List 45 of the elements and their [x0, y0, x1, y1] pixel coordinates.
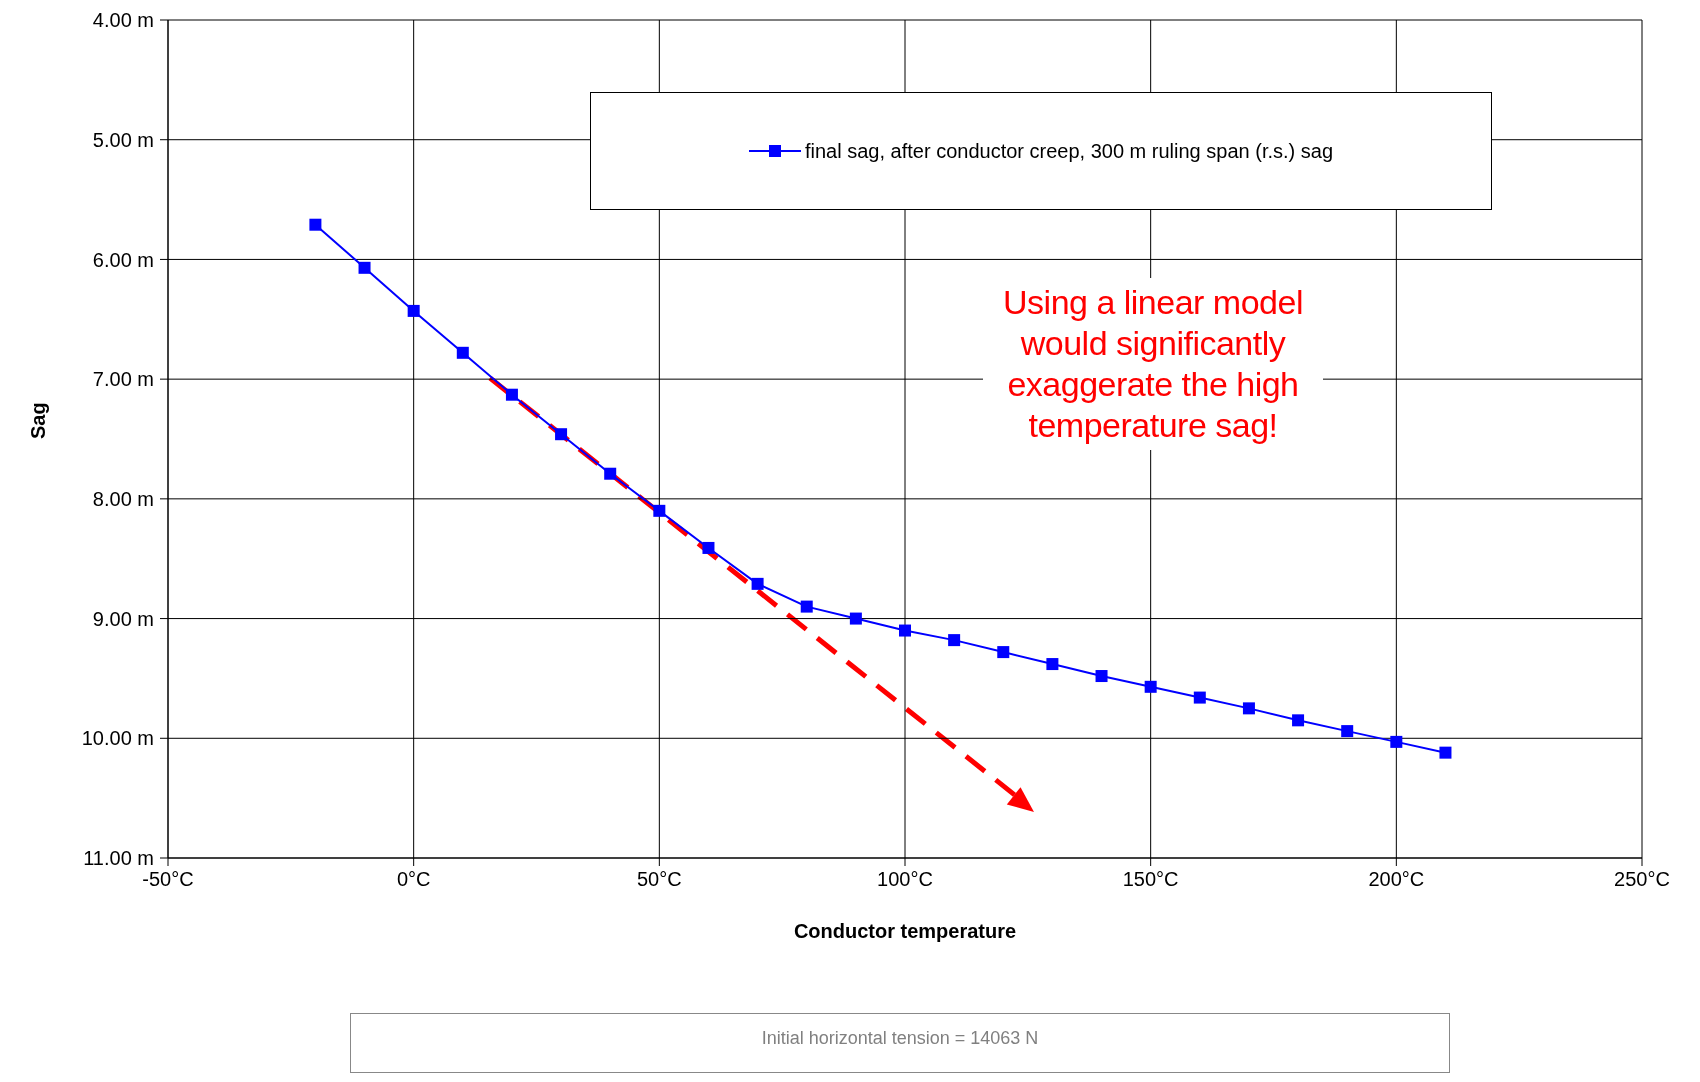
point [456, 346, 469, 359]
point [505, 388, 518, 401]
point [358, 261, 371, 274]
point [309, 218, 322, 231]
x-tick-label: -50°C [142, 868, 194, 891]
point [702, 541, 715, 554]
point [849, 612, 862, 625]
y-axis-title: Sag [27, 402, 50, 439]
point [604, 467, 617, 480]
point [1439, 746, 1452, 759]
point [1292, 714, 1305, 727]
y-tick-label: 8.00 m [92, 487, 154, 510]
x-tick-label: 100°C [877, 868, 933, 891]
y-tick-label: 5.00 m [92, 128, 154, 151]
point [407, 304, 420, 317]
y-tick-label: 6.00 m [92, 248, 154, 271]
x-tick-label: 250°C [1614, 868, 1670, 891]
point [800, 600, 813, 613]
y-tick-label: 10.00 m [81, 727, 154, 750]
x-axis-title: Conductor temperature [793, 920, 1017, 942]
point [1193, 691, 1206, 704]
annotation: Using a linear model would significantly exaggerate the high temperature sag! [983, 278, 1323, 450]
point [1390, 735, 1403, 748]
x-tick-label: 200°C [1368, 868, 1425, 891]
point [751, 577, 764, 590]
point [653, 504, 666, 517]
x-tick-label: 0°C [396, 868, 431, 891]
point [1341, 725, 1354, 738]
y-tick-label: 4.00 m [92, 9, 154, 32]
x-tick-label: 50°C [636, 868, 682, 891]
legend-box: final sag, after conductor creep, 300 m ruling span (r.s.) sag [590, 92, 1492, 210]
point [1046, 658, 1059, 671]
point [899, 624, 911, 637]
point [1095, 670, 1108, 683]
point [948, 634, 961, 647]
y-tick-label: 11.00 m [83, 847, 154, 870]
y-tick-label: 9.00 m [92, 607, 154, 630]
point [1242, 702, 1255, 715]
legend-label: final sag, after conductor creep, 300 m ruling span (r.s.) sag [804, 139, 1334, 163]
y-tick-label: 7.00 m [92, 368, 154, 391]
text: Initial horizontal tension = 14063 N [350, 1013, 1450, 1073]
point [1144, 680, 1157, 693]
point [997, 646, 1010, 659]
point [555, 428, 568, 441]
x-tick-label: 150°C [1122, 868, 1179, 891]
